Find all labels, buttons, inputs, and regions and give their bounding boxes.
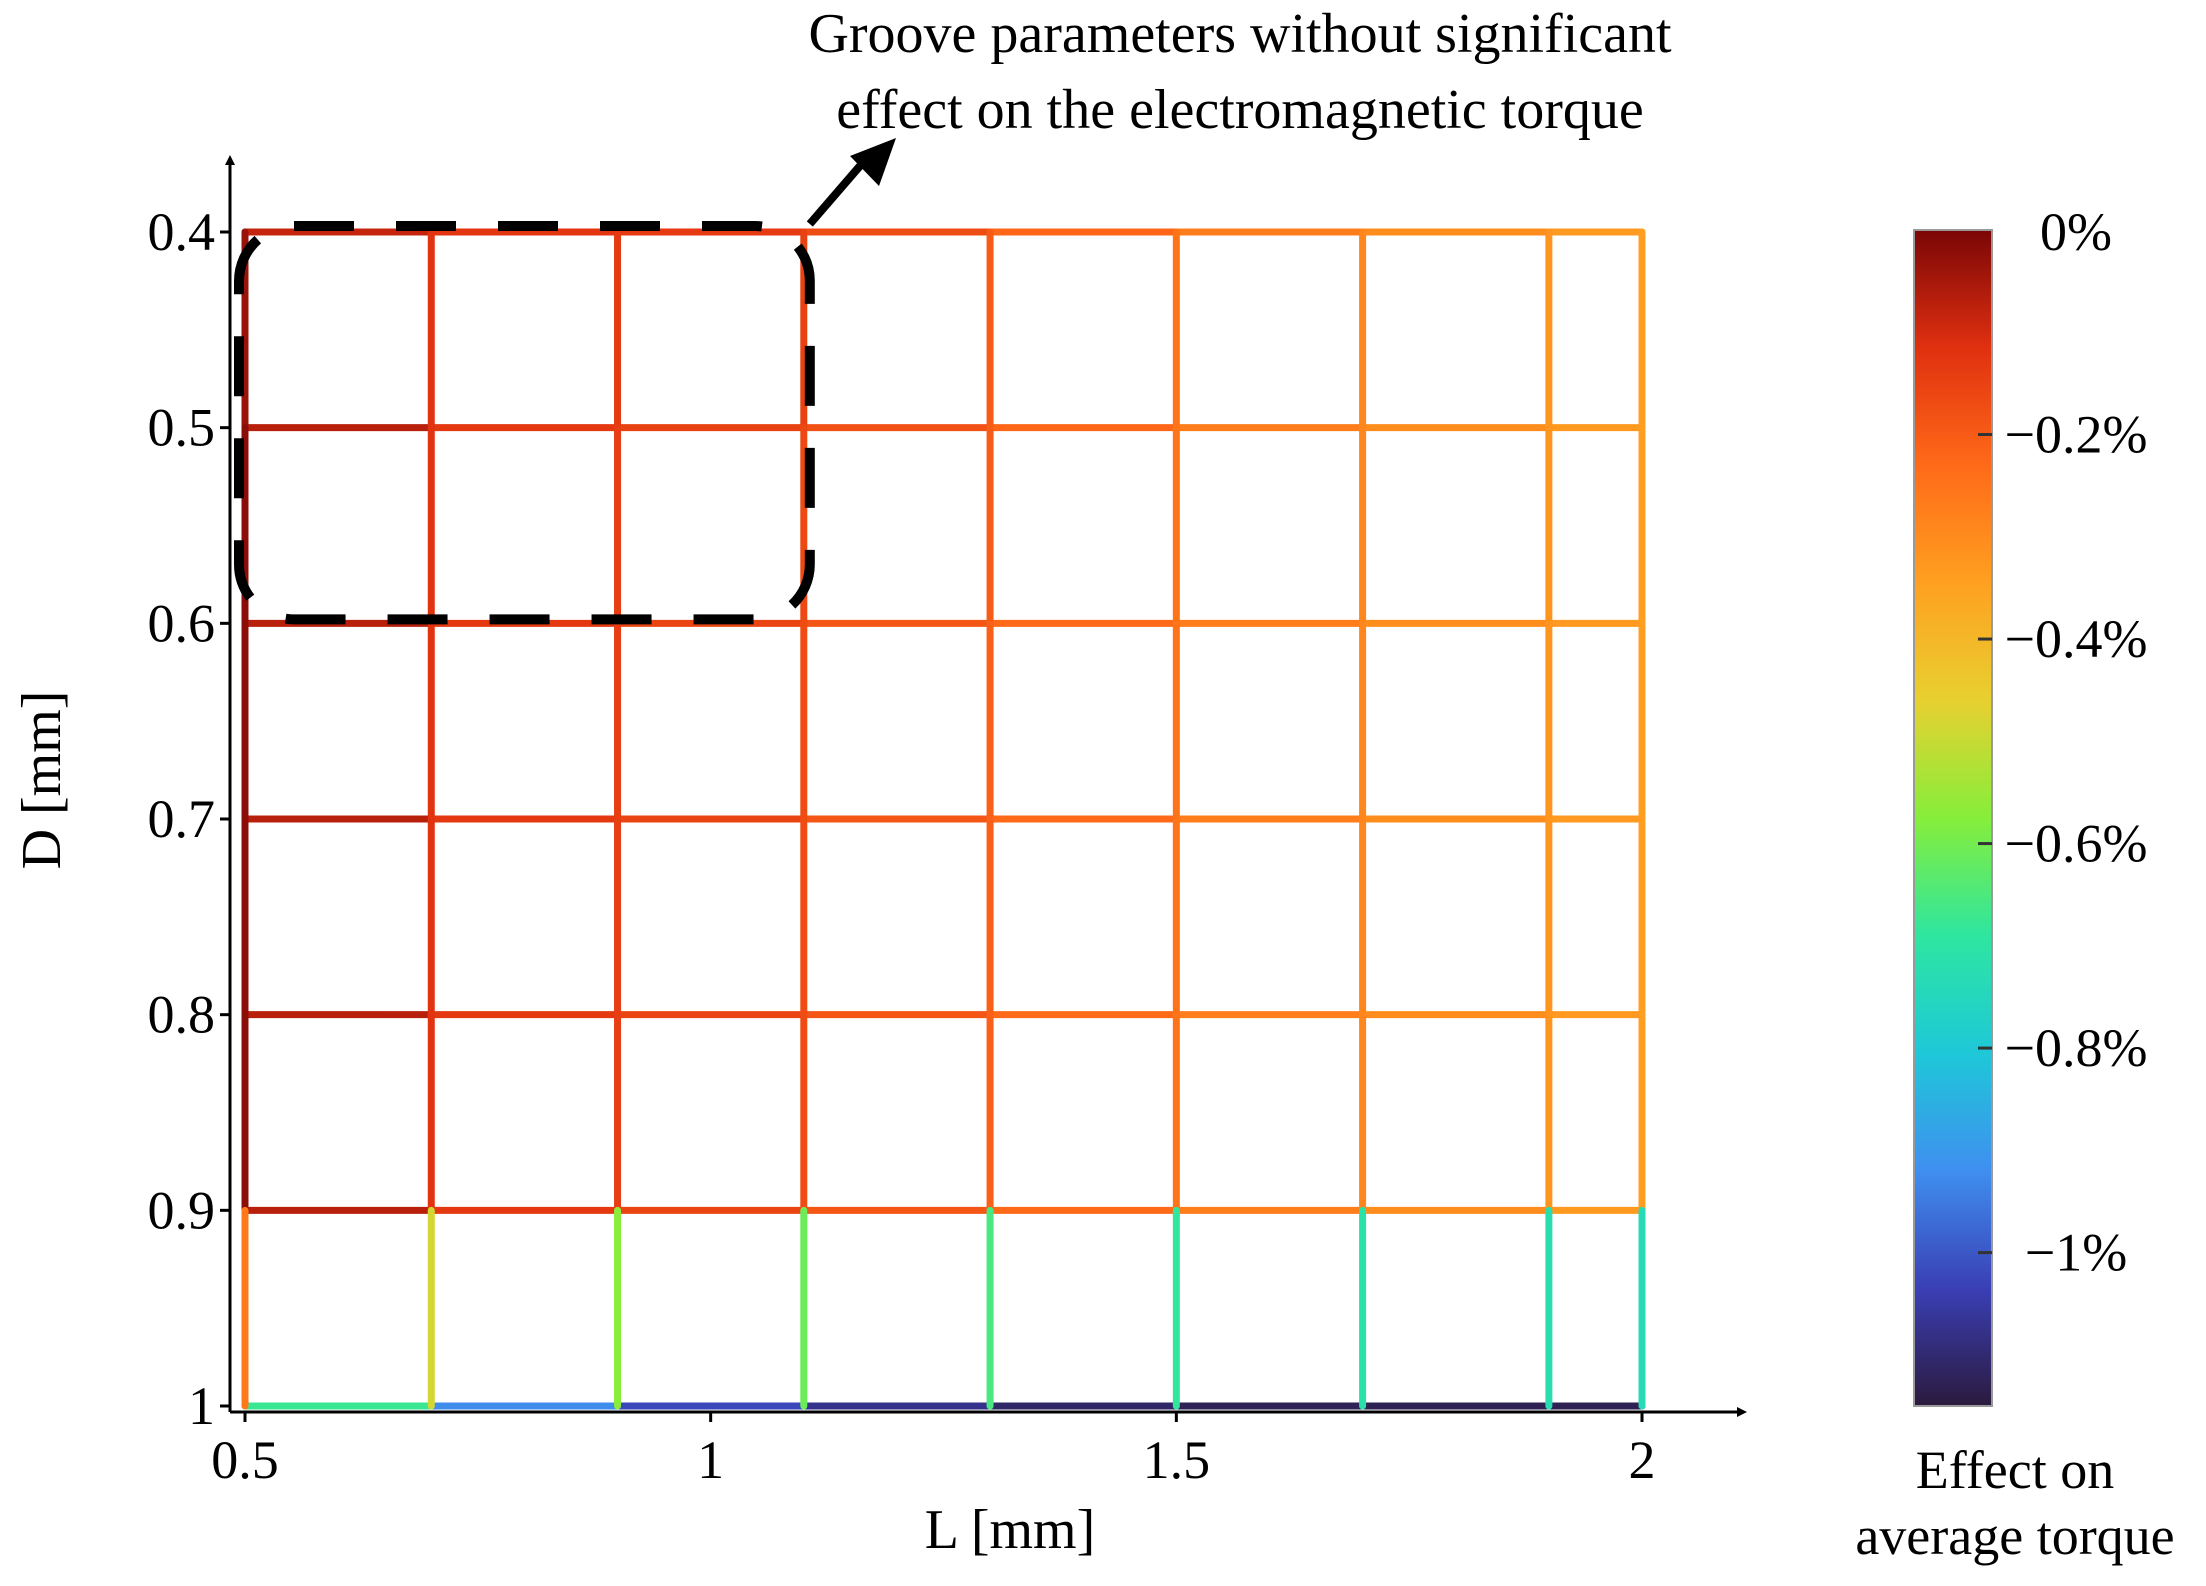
annotation-text-line: Groove parameters without significant xyxy=(808,3,1672,65)
colorbar-tick-label: −0.8% xyxy=(2005,1018,2148,1078)
x-tick-label: 1 xyxy=(697,1430,724,1490)
y-tick-label: 0.5 xyxy=(148,398,216,458)
y-tick-label: 0.8 xyxy=(148,985,216,1045)
colorbar-tick-label: −0.2% xyxy=(2005,405,2148,465)
annotation: Groove parameters without significant eff… xyxy=(234,3,1672,625)
colorbar-label-line: Effect on xyxy=(1916,1440,2114,1500)
colorbar-tick-label: −0.4% xyxy=(2005,609,2148,669)
colorbar-tick-label: 0% xyxy=(2040,202,2112,262)
x-axis-label: L [mm] xyxy=(925,1499,1096,1561)
axes xyxy=(225,155,1747,1417)
dashed-region-box xyxy=(234,221,815,625)
annotation-arrow-head xyxy=(850,138,896,186)
x-tick-label: 2 xyxy=(1629,1430,1656,1490)
x-tick-label: 1.5 xyxy=(1143,1430,1211,1490)
colorbar-gradient xyxy=(1913,229,1993,1407)
y-tick-label: 0.7 xyxy=(148,789,216,849)
annotation-text-line: effect on the electromagnetic torque xyxy=(836,79,1643,141)
colorbar: 0% −0.2% −0.4% −0.6% −0.8% −1% Effect onaverag… xyxy=(1855,202,2174,1566)
mesh-grid xyxy=(241,228,1646,1410)
tick-labels: 0.40.50.60.70.80.910.5 1 1.5 2 xyxy=(148,202,1656,1490)
y-axis-label: D [mm] xyxy=(11,691,73,870)
y-tick-label: 0.4 xyxy=(148,202,216,262)
colorbar-tick-label: −1% xyxy=(2025,1223,2127,1283)
y-tick-label: 0.6 xyxy=(148,593,216,653)
colorbar-tick-label: −0.6% xyxy=(2005,814,2148,874)
colorbar-label-line: average torque xyxy=(1855,1506,2174,1566)
y-tick-label: 1 xyxy=(188,1376,215,1436)
x-tick-label: 0.5 xyxy=(211,1430,279,1490)
y-tick-label: 0.9 xyxy=(148,1180,216,1240)
